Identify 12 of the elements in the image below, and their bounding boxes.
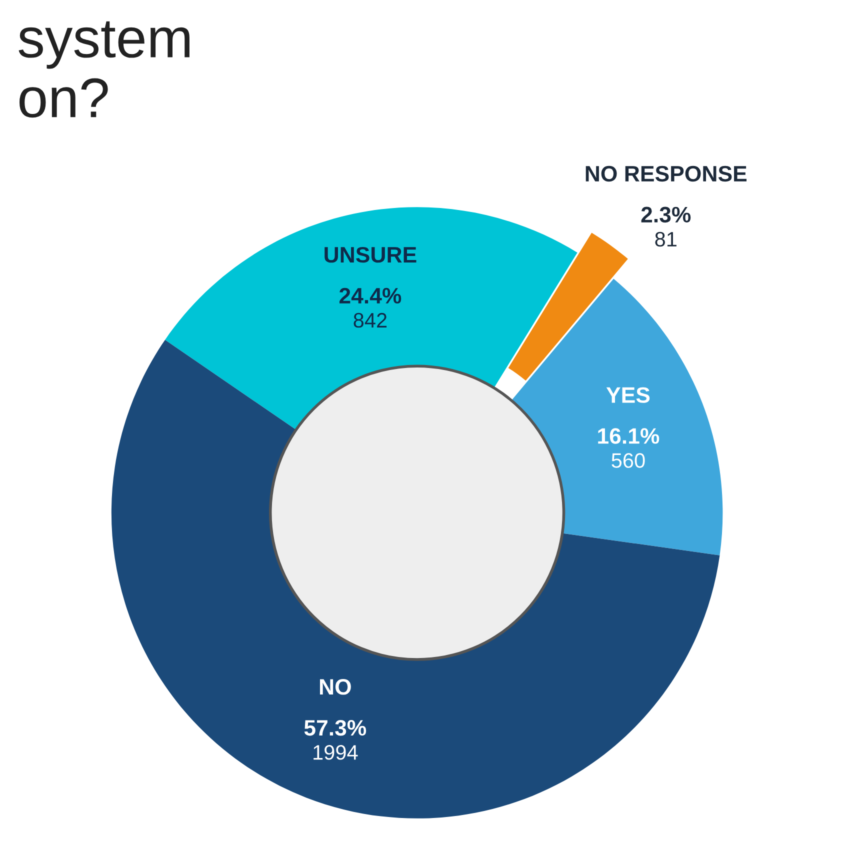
data-label: 24.4% 842 — [339, 288, 402, 328]
donut-slice — [165, 207, 578, 430]
slice-label: UNSURE — [324, 246, 416, 263]
slice-label: NO RESPONSE — [586, 166, 747, 182]
donut-slice — [111, 340, 720, 818]
data-label: 16.1% 560 — [598, 428, 660, 468]
slice-label: NO — [320, 679, 351, 695]
data-label: 2.3% 81 — [641, 206, 691, 247]
data-label: 57.3% 1994 — [304, 720, 366, 760]
chart-title: system on? — [18, 21, 190, 118]
donut-slice — [511, 278, 723, 556]
slice-label: YES — [606, 387, 650, 403]
